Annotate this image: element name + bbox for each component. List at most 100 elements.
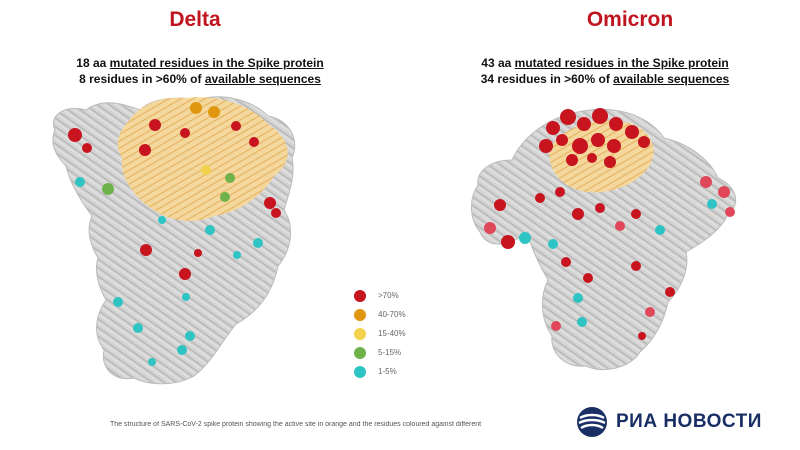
delta-mutation-marker [68,128,82,142]
delta-mutation-marker [264,197,276,209]
delta-mutation-marker [179,268,191,280]
omicron-line1-prefix: 43 aa [481,56,515,70]
ria-globe-icon [577,407,607,437]
delta-spike-protein [52,96,296,385]
legend-item: 1-5% [354,362,406,381]
delta-line2-prefix: 8 residues in >60% of [79,72,205,86]
delta-mutation-marker [139,144,151,156]
legend-label: 15-40% [378,329,406,338]
delta-mutation-marker [231,121,241,131]
delta-mutation-marker [185,331,195,341]
delta-subtitle-line1: 18 aa mutated residues in the Spike prot… [0,55,400,71]
legend-label: 1-5% [378,367,397,376]
omicron-mutation-marker [548,239,558,249]
delta-mutation-marker [133,323,143,333]
delta-mutation-marker [182,293,190,301]
delta-mutation-marker [220,192,230,202]
omicron-mutation-marker [573,293,583,303]
omicron-subtitle: 43 aa mutated residues in the Spike prot… [410,55,800,87]
delta-mutation-marker [201,165,211,175]
legend-item: 40-70% [354,305,406,324]
omicron-mutation-marker [625,125,639,139]
legend-label: >70% [378,291,399,300]
omicron-mutation-marker [638,136,650,148]
omicron-mutation-marker [494,199,506,211]
omicron-mutation-marker [607,139,621,153]
legend-item: 15-40% [354,324,406,343]
omicron-mutation-marker [592,108,608,124]
omicron-panel-title: Omicron [586,8,674,31]
legend-swatch [354,327,366,340]
delta-mutation-marker [75,177,85,187]
logo-text: РИА НОВОСТИ [616,411,762,432]
legend-swatch [354,308,366,321]
legend-item: 5-15% [354,343,406,362]
delta-active-site [117,97,288,221]
ria-novosti-logo: РИА НОВОСТИ [574,404,762,440]
delta-mutation-marker [113,297,123,307]
omicron-mutation-marker [535,193,545,203]
delta-mutation-marker [194,249,202,257]
delta-mutation-marker [158,216,166,224]
omicron-subtitle-line2: 34 residues in >60% of available sequenc… [410,71,800,87]
omicron-mutation-marker [587,153,597,163]
delta-mutation-marker [149,119,161,131]
omicron-mutation-marker [572,208,584,220]
omicron-mutation-marker [707,199,717,209]
omicron-mutation-marker [631,209,641,219]
legend-label: 5-15% [378,348,402,357]
omicron-mutation-marker [577,117,591,131]
omicron-mutation-marker [560,109,576,125]
delta-mutation-marker [253,238,263,248]
omicron-line2-prefix: 34 residues in >60% of [480,72,614,86]
legend-swatch [354,346,366,359]
legend-swatch [354,289,366,302]
omicron-mutation-marker [638,332,646,340]
delta-mutation-marker [102,183,114,195]
omicron-mutation-marker [555,187,565,197]
omicron-mutation-marker [556,134,568,146]
omicron-mutation-marker [591,133,605,147]
delta-mutation-marker [190,102,202,114]
delta-line1-prefix: 18 aa [76,56,110,70]
omicron-mutation-marker [572,138,588,154]
delta-mutation-marker [82,143,92,153]
omicron-active-site [549,120,654,193]
omicron-mutation-marker [718,186,730,198]
delta-mutation-marker [208,106,220,118]
omicron-mutation-marker [725,207,735,217]
omicron-mutation-marker [519,232,531,244]
delta-mutation-marker [271,208,281,218]
omicron-mutation-marker [484,222,496,234]
omicron-spike-protein [471,108,737,370]
omicron-mutation-marker [583,273,593,283]
delta-mutation-marker [233,251,241,259]
delta-subtitle-line2: 8 residues in >60% of available sequence… [0,71,400,87]
omicron-mutation-marker [604,156,616,168]
delta-mutation-marker [177,345,187,355]
omicron-mutation-marker [577,317,587,327]
omicron-line1-underlined: mutated residues in the Spike protein [514,56,729,70]
delta-subtitle: 18 aa mutated residues in the Spike prot… [0,55,400,87]
omicron-mutation-marker [645,307,655,317]
omicron-line2-underlined: available sequences [613,72,730,86]
omicron-mutation-marker [631,261,641,271]
legend-item: >70% [354,286,406,305]
delta-line2-underlined: available sequences [204,72,321,86]
omicron-mutation-marker [561,257,571,267]
delta-line1-underlined: mutated residues in the Spike protein [109,56,324,70]
delta-mutation-marker [148,358,156,366]
legend-swatch [354,365,366,378]
omicron-mutation-marker [546,121,560,135]
omicron-subtitle-line1: 43 aa mutated residues in the Spike prot… [410,55,800,71]
delta-mutation-marker [140,244,152,256]
omicron-mutation-marker [665,287,675,297]
omicron-mutation-marker [609,117,623,131]
delta-panel-title: Delta [169,8,221,31]
omicron-mutation-marker [551,321,561,331]
figure-caption: The structure of SARS-CoV-2 spike protei… [110,421,482,428]
omicron-mutation-marker [655,225,665,235]
omicron-mutation-marker [566,154,578,166]
frequency-legend: >70% 40-70% 15-40% 5-15% 1-5% [354,286,406,381]
